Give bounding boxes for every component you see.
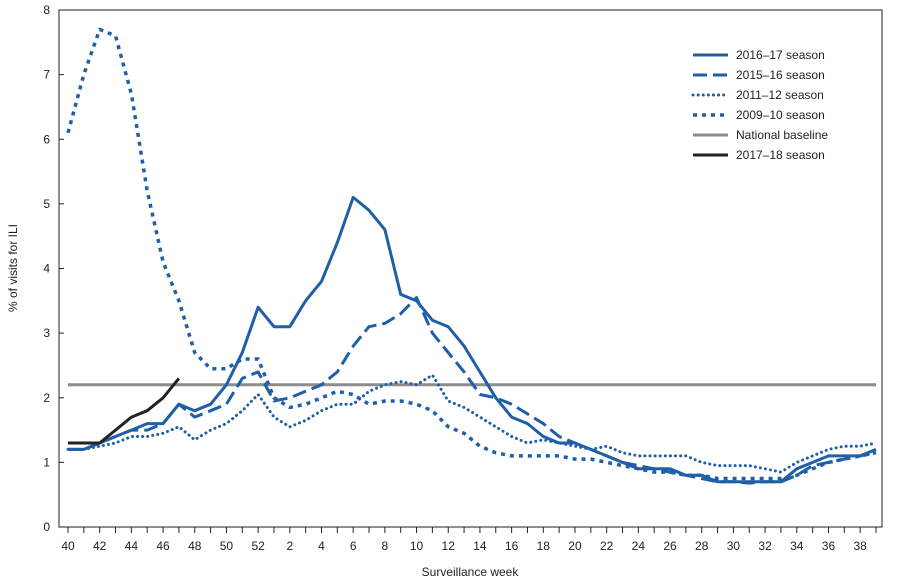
x-tick-label: 50 [220,539,234,553]
x-axis-title: Surveillance week [422,565,520,579]
series-line-2017-18-season [68,377,181,445]
series-line-2011-12-season [66,373,878,474]
y-tick-label: 3 [43,326,50,340]
x-tick-label: 4 [318,539,325,553]
x-tick-label: 26 [663,539,677,553]
x-tick-label: 14 [473,539,487,553]
x-tick-label: 38 [853,539,867,553]
y-tick-label: 5 [43,197,50,211]
series-layer [66,27,878,485]
series-line-2016-17-season [68,195,877,484]
y-axis: 0 1 2 3 4 5 6 7 8 [43,3,64,534]
legend-label: 2017–18 season [736,148,825,162]
x-tick-label: 46 [156,539,170,553]
x-tick-label: 30 [727,539,741,553]
x-tick-label: 22 [600,539,614,553]
x-tick-label: 2 [286,539,293,553]
y-tick-label: 1 [43,455,50,469]
x-tick-label: 8 [382,539,389,553]
x-tick-label: 48 [188,539,202,553]
y-tick-label: 2 [43,391,50,405]
legend-label: 2015–16 season [736,68,825,82]
x-tick-label: 18 [537,539,551,553]
y-tick-label: 7 [43,68,50,82]
legend-label: 2016–17 season [736,48,825,62]
y-tick-label: 4 [43,262,50,276]
x-tick-label: 16 [505,539,519,553]
legend: 2016–17 season 2015–16 season 2011–12 seas… [691,48,828,162]
x-tick-label: 24 [632,539,646,553]
x-tick-label: 6 [350,539,357,553]
y-tick-label: 8 [43,3,50,17]
series-line-2015-16-season [68,296,877,485]
series-line-2009-10-season [66,27,877,481]
legend-label: 2009–10 season [736,108,825,122]
x-tick-label: 36 [822,539,836,553]
x-tick-label: 20 [568,539,582,553]
y-tick-label: 6 [43,132,50,146]
x-tick-label: 42 [93,539,107,553]
x-axis: 40 42 44 46 48 50 52 2 4 6 8 10 12 14 16 18 20 22 24 26 28 30… [61,527,877,553]
y-axis-title: % of visits for ILI [6,224,20,312]
x-tick-label: 28 [695,539,709,553]
legend-label: National baseline [736,128,828,142]
y-tick-label: 0 [43,520,50,534]
x-tick-label: 12 [442,539,456,553]
x-tick-label: 32 [758,539,772,553]
x-tick-label: 44 [125,539,139,553]
x-tick-label: 34 [790,539,804,553]
x-tick-label: 40 [61,539,75,553]
legend-label: 2011–12 season [736,88,824,102]
x-tick-label: 52 [251,539,265,553]
x-tick-label: 10 [410,539,424,553]
